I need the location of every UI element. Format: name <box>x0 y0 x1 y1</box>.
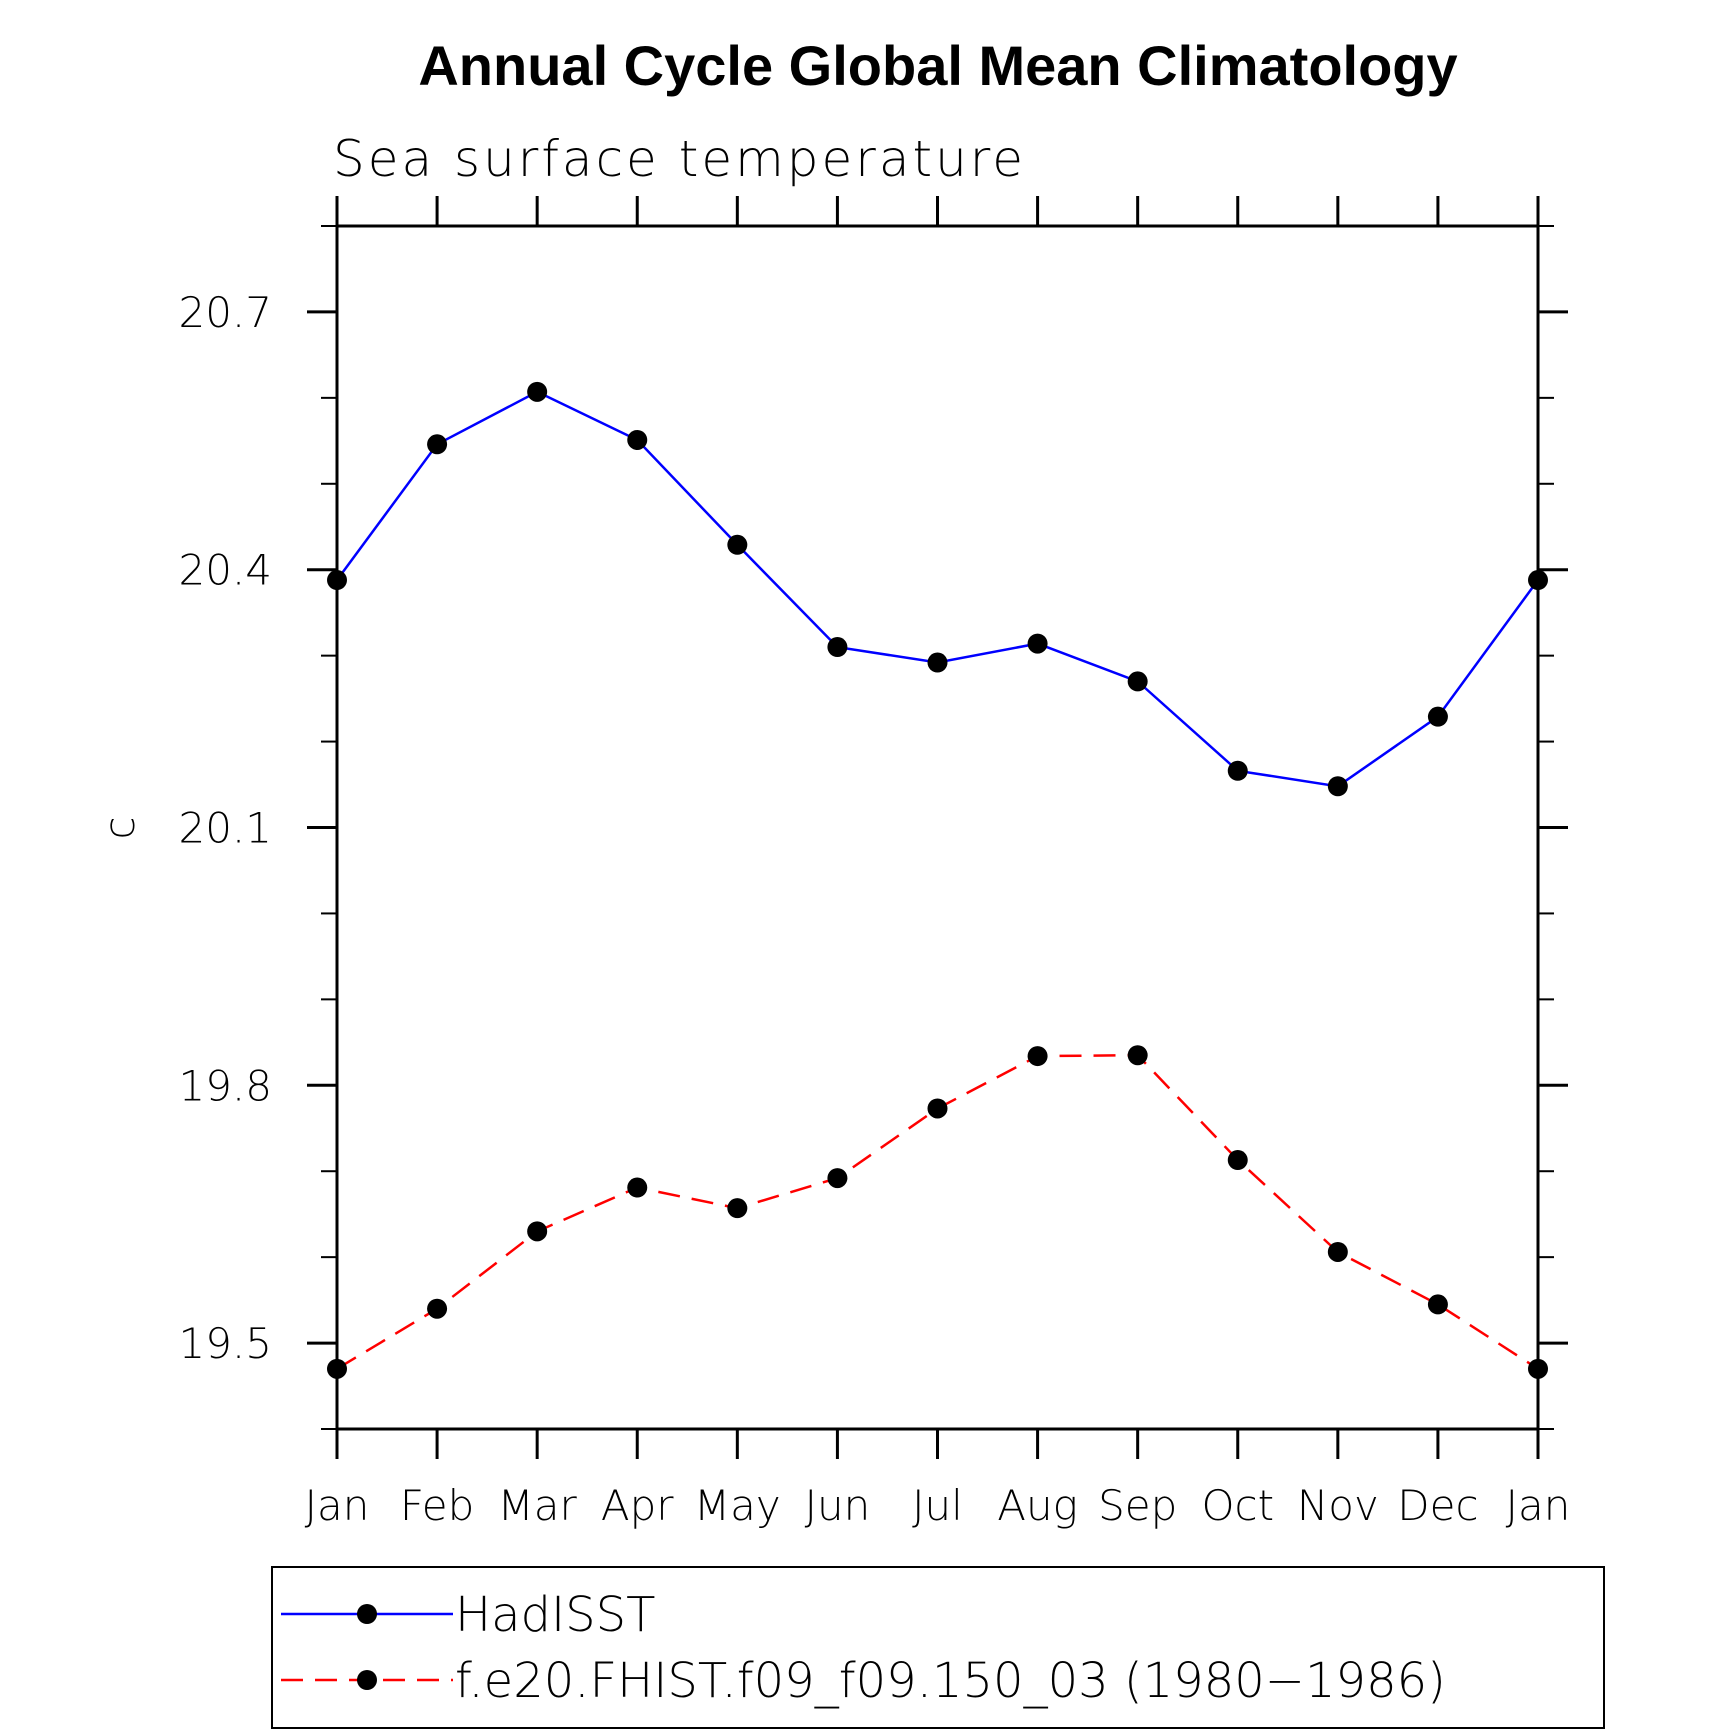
series-1 <box>327 381 1548 797</box>
legend-item-2: f.e20.FHIST.f09_f09.150_03 (1980−1986) <box>281 1653 1446 1709</box>
x-tick-label: Jan <box>305 1481 370 1530</box>
data-point <box>927 652 948 673</box>
data-point <box>627 1177 648 1198</box>
x-tick-label: Mar <box>498 1481 578 1530</box>
data-point <box>827 1168 848 1189</box>
legend-marker <box>357 1604 377 1624</box>
y-tick-label: 20.1 <box>178 804 272 853</box>
x-tick-label: Oct <box>1201 1481 1274 1530</box>
x-tick-label: Dec <box>1397 1481 1478 1530</box>
x-tick-label: Jan <box>1506 1481 1571 1530</box>
data-point <box>427 434 448 455</box>
data-point <box>427 1298 448 1319</box>
data-point <box>327 570 347 591</box>
series-layer <box>327 381 1548 1379</box>
data-point <box>1127 1045 1148 1066</box>
y-tick-label: 20.7 <box>178 288 272 337</box>
data-point <box>1528 570 1548 591</box>
x-tick-label: Apr <box>601 1481 674 1530</box>
series-2 <box>327 1045 1548 1379</box>
chart-subtitle: Sea surface temperature <box>333 130 1026 188</box>
x-tick-label: Nov <box>1297 1481 1379 1530</box>
data-point <box>1327 776 1348 797</box>
data-point <box>927 1098 948 1119</box>
data-point <box>827 637 848 658</box>
y-tick-label: 20.4 <box>178 546 272 595</box>
data-point <box>1327 1241 1348 1262</box>
data-point <box>1427 706 1448 727</box>
data-point <box>727 1198 748 1219</box>
data-point <box>727 534 748 555</box>
data-point <box>1027 633 1048 654</box>
data-point <box>1227 760 1248 781</box>
data-point <box>327 1358 347 1379</box>
axis-tick-labels: Jan Feb Mar Apr May Jun Jul Aug Sep Oct Nov Dec Jan 1… <box>178 288 1570 1530</box>
legend: HadISST f.e20.FHIST.f09_f09.150_03 (1980−… <box>271 1566 1605 1729</box>
y-axis-label: c <box>95 816 144 839</box>
series-line <box>335 390 1540 788</box>
x-tick-label: Feb <box>400 1481 474 1530</box>
legend-items: HadISST f.e20.FHIST.f09_f09.150_03 (1980−… <box>281 1587 1446 1709</box>
legend-item-1: HadISST <box>281 1587 655 1643</box>
x-tick-label: Sep <box>1098 1481 1177 1530</box>
legend-label: HadISST <box>455 1587 655 1643</box>
axis-ticks <box>307 196 1568 1459</box>
x-tick-label: Jun <box>805 1481 871 1530</box>
data-point <box>1227 1150 1248 1171</box>
data-point <box>1127 671 1148 692</box>
legend-label: f.e20.FHIST.f09_f09.150_03 (1980−1986) <box>455 1653 1446 1709</box>
data-point <box>527 381 548 402</box>
legend-marker <box>357 1670 377 1690</box>
data-point <box>527 1221 548 1242</box>
data-point <box>1027 1046 1048 1067</box>
chart-title: Annual Cycle Global Mean Climatology <box>418 34 1457 97</box>
data-point <box>1427 1294 1448 1315</box>
data-point <box>627 429 648 450</box>
x-tick-label: Jul <box>912 1481 963 1530</box>
plot-frame <box>335 224 1540 1431</box>
legend-box <box>271 1566 1605 1729</box>
x-tick-label: May <box>694 1481 781 1530</box>
y-tick-label: 19.5 <box>178 1319 272 1368</box>
x-tick-label: Aug <box>997 1481 1078 1530</box>
y-tick-label: 19.8 <box>178 1061 272 1110</box>
data-point <box>1528 1358 1548 1379</box>
